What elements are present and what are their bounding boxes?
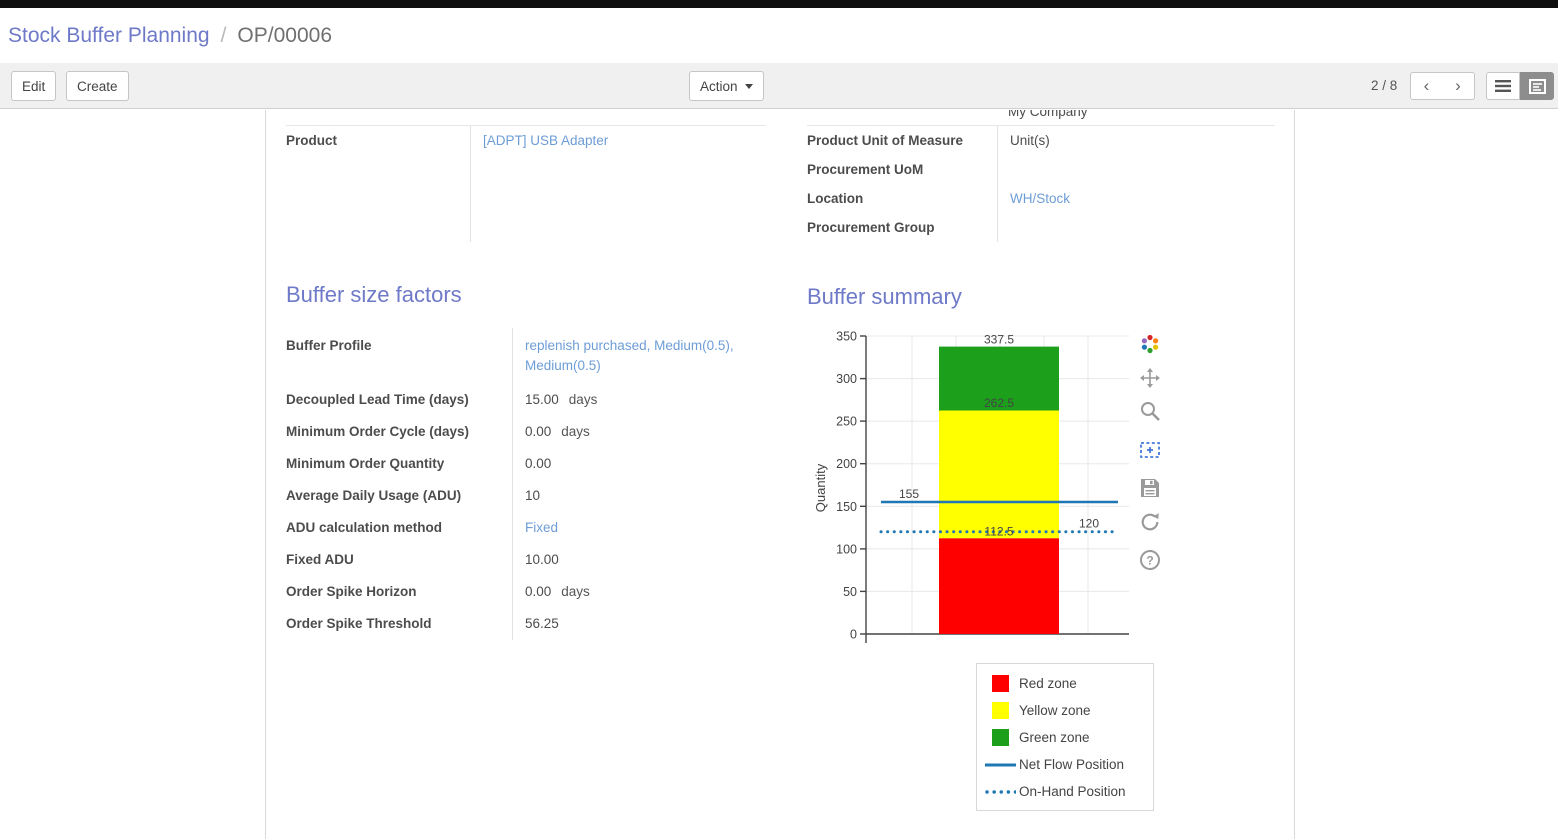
control-panel: Edit Create Action 2 / 8 ‹ › bbox=[0, 63, 1558, 109]
form-icon bbox=[1528, 78, 1546, 94]
annotation-top-of-green: 337.5 bbox=[984, 333, 1014, 347]
legend-item-green-zone[interactable]: Green zone bbox=[985, 724, 1153, 751]
min-order-qty-value: 0.00 bbox=[525, 456, 552, 471]
field-label-min-order-cycle: Minimum Order Cycle (days) bbox=[286, 424, 470, 439]
chart-canvas: 350 300 250 200 150 100 50 0 337.5 262.5… bbox=[813, 330, 1129, 643]
field-label-product-uom: Product Unit of Measure bbox=[807, 133, 964, 148]
pan-icon[interactable] bbox=[1139, 367, 1161, 389]
legend-label: Net Flow Position bbox=[1019, 757, 1125, 772]
green-zone-bar bbox=[939, 346, 1059, 411]
y-axis-title: Quantity bbox=[813, 463, 828, 512]
action-dropdown-button[interactable]: Action bbox=[689, 71, 764, 101]
yellow-zone-bar bbox=[939, 410, 1059, 539]
field-label-buffer-profile: Buffer Profile bbox=[286, 338, 372, 353]
field-label-location: Location bbox=[807, 191, 864, 206]
general-group-right: Product Unit of Measure Procurement UoM … bbox=[807, 125, 1275, 242]
field-label-min-order-qty: Minimum Order Quantity bbox=[286, 456, 445, 471]
create-button[interactable]: Create bbox=[66, 71, 129, 101]
y-tick-50: 50 bbox=[843, 585, 857, 599]
min-order-cycle-unit: days bbox=[561, 424, 590, 439]
chevron-down-icon bbox=[744, 83, 753, 89]
edit-button[interactable]: Edit bbox=[11, 71, 57, 101]
annotation-on-hand: 120 bbox=[1079, 517, 1099, 531]
y-tick-200: 200 bbox=[836, 457, 857, 471]
annotation-top-of-yellow: 262.5 bbox=[984, 396, 1014, 410]
form-sheet: My Company Product [ADPT] USB Adapter Pr… bbox=[265, 110, 1295, 839]
reset-axes-icon[interactable] bbox=[1139, 511, 1161, 533]
field-label-procurement-uom: Procurement UoM bbox=[807, 162, 924, 177]
annotation-top-of-red: 112.5 bbox=[984, 525, 1013, 539]
field-label-fixed-adu: Fixed ADU bbox=[286, 552, 354, 567]
clipped-company-value: My Company bbox=[1008, 110, 1088, 119]
pager-previous-button[interactable]: ‹ bbox=[1410, 72, 1443, 100]
procurement-uom-value bbox=[998, 155, 1274, 184]
yellow-zone-swatch bbox=[992, 702, 1009, 719]
form-view-button-active[interactable] bbox=[1520, 72, 1554, 100]
min-order-cycle-value: 0.00 bbox=[525, 424, 552, 439]
dlt-unit: days bbox=[568, 392, 598, 407]
svg-text:?: ? bbox=[1146, 553, 1153, 567]
adu-value: 10 bbox=[525, 488, 541, 503]
field-label-adu-method: ADU calculation method bbox=[286, 520, 443, 535]
action-label: Action bbox=[700, 78, 738, 94]
list-view-button[interactable] bbox=[1486, 72, 1520, 100]
location-link[interactable]: WH/Stock bbox=[1010, 191, 1071, 206]
field-label-product: Product bbox=[286, 133, 338, 148]
legend-label: Red zone bbox=[1019, 676, 1077, 691]
field-label-order-spike-horizon: Order Spike Horizon bbox=[286, 584, 417, 599]
breadcrumb-parent-link[interactable]: Stock Buffer Planning bbox=[8, 23, 210, 47]
legend-item-yellow-zone[interactable]: Yellow zone bbox=[985, 697, 1153, 724]
y-tick-150: 150 bbox=[836, 500, 857, 514]
y-tick-250: 250 bbox=[836, 415, 857, 429]
fixed-adu-value: 10.00 bbox=[525, 552, 559, 567]
zoom-icon[interactable] bbox=[1139, 400, 1161, 422]
general-group-left: Product [ADPT] USB Adapter bbox=[286, 125, 766, 242]
y-tick-0: 0 bbox=[850, 628, 857, 642]
pager-value: 2 / 8 bbox=[1371, 78, 1398, 93]
product-link[interactable]: [ADPT] USB Adapter bbox=[483, 133, 609, 148]
y-tick-100: 100 bbox=[836, 542, 857, 556]
annotation-net-flow: 155 bbox=[899, 487, 919, 501]
chart-legend: Red zone Yellow zone Green zone Net Flow… bbox=[976, 663, 1154, 811]
legend-label: Yellow zone bbox=[1019, 703, 1091, 718]
chart-modebar: ? bbox=[1139, 330, 1163, 571]
top-navbar bbox=[0, 0, 1558, 8]
adu-method-link[interactable]: Fixed bbox=[525, 520, 559, 535]
help-icon[interactable]: ? bbox=[1139, 549, 1161, 571]
legend-item-on-hand[interactable]: On-Hand Position bbox=[985, 778, 1153, 805]
zoom-select-icon[interactable] bbox=[1139, 439, 1161, 461]
breadcrumb-current: OP/00006 bbox=[237, 23, 332, 47]
field-label-adu: Average Daily Usage (ADU) bbox=[286, 488, 462, 503]
green-zone-swatch bbox=[992, 729, 1009, 746]
y-tick-350: 350 bbox=[836, 330, 857, 344]
order-spike-horizon-unit: days bbox=[561, 584, 590, 599]
breadcrumb-separator: / bbox=[220, 23, 227, 47]
dlt-value: 15.00 bbox=[525, 392, 559, 407]
red-zone-bar bbox=[939, 538, 1059, 634]
field-label-dlt: Decoupled Lead Time (days) bbox=[286, 392, 469, 407]
list-icon bbox=[1495, 80, 1511, 92]
y-tick-300: 300 bbox=[836, 372, 857, 386]
order-spike-horizon-value: 0.00 bbox=[525, 584, 552, 599]
red-zone-swatch bbox=[992, 675, 1009, 692]
plotly-logo-icon[interactable] bbox=[1139, 333, 1161, 355]
legend-label: Green zone bbox=[1019, 730, 1090, 745]
breadcrumb: Stock Buffer Planning / OP/00006 bbox=[0, 8, 1558, 63]
section-title-buffer-summary: Buffer summary bbox=[807, 284, 962, 309]
legend-item-net-flow[interactable]: Net Flow Position bbox=[985, 751, 1153, 778]
legend-item-red-zone[interactable]: Red zone bbox=[985, 670, 1153, 697]
pager-next-button[interactable]: › bbox=[1442, 72, 1475, 100]
field-label-procurement-group: Procurement Group bbox=[807, 220, 935, 235]
legend-label: On-Hand Position bbox=[1019, 784, 1126, 799]
section-title-buffer-size-factors: Buffer size factors bbox=[286, 282, 462, 307]
buffer-summary-chart[interactable]: 350 300 250 200 150 100 50 0 337.5 262.5… bbox=[811, 326, 1161, 661]
product-uom-value: Unit(s) bbox=[1010, 133, 1050, 148]
buffer-factors-group: Buffer Profile Decoupled Lead Time (days… bbox=[286, 328, 768, 640]
order-spike-threshold-value: 56.25 bbox=[525, 616, 559, 631]
save-icon[interactable] bbox=[1139, 477, 1161, 499]
buffer-profile-link[interactable]: replenish purchased, Medium(0.5), Medium… bbox=[525, 338, 734, 373]
field-label-order-spike-threshold: Order Spike Threshold bbox=[286, 616, 432, 631]
procurement-group-value bbox=[998, 213, 1274, 242]
